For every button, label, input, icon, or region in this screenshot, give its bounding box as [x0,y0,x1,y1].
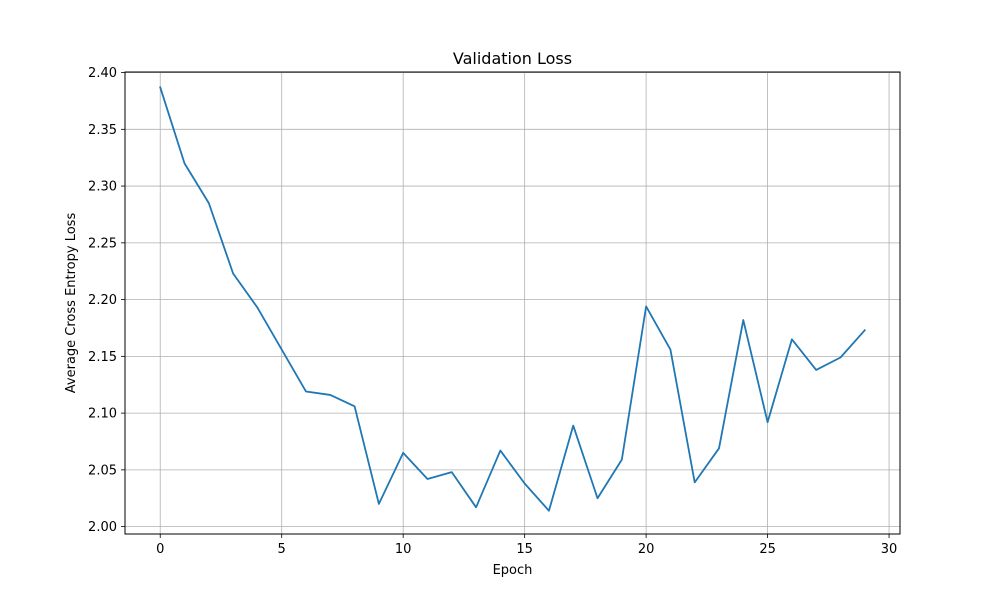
x-axis-title: Epoch [493,563,533,578]
y-tick-label: 2.15 [88,350,117,365]
x-tick-label: 30 [881,542,898,557]
x-axis-ticks: 0 5 10 15 20 25 30 [156,534,897,557]
y-tick-label: 2.35 [88,123,117,138]
x-tick-label: 20 [638,542,655,557]
y-axis-title: Average Cross Entropy Loss [64,213,79,394]
y-tick-label: 2.10 [88,407,117,422]
y-axis-ticks: 2.00 2.05 2.10 2.15 2.20 2.25 2.30 2.35 2.40 [88,66,125,535]
y-tick-label: 2.00 [88,520,117,535]
x-tick-label: 10 [395,542,412,557]
chart-title: Validation Loss [453,49,572,68]
y-tick-label: 2.20 [88,293,117,308]
plot-frame [124,71,901,535]
x-tick-label: 0 [156,542,164,557]
series-layer [159,86,867,512]
y-tick-label: 2.25 [88,236,117,251]
y-tick-label: 2.05 [88,463,117,478]
series-line [159,86,867,512]
y-tick-label: 2.30 [88,180,117,195]
y-tick-label: 2.40 [88,66,117,81]
x-tick-label: 15 [516,542,533,557]
x-tick-label: 5 [278,542,286,557]
x-tick-label: 25 [759,542,776,557]
